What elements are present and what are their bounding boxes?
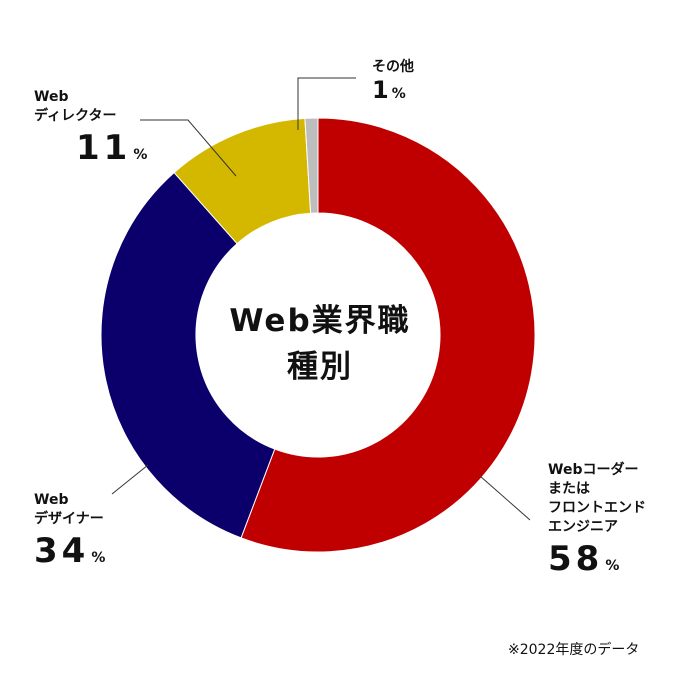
- value-web-coder: 58: [548, 539, 604, 579]
- slice-other: [304, 117, 319, 214]
- unit-web-designer: %: [91, 550, 106, 566]
- unit-web-director: %: [133, 147, 148, 163]
- data-label-other: 1%: [372, 77, 414, 107]
- series-name-other: その他: [372, 59, 414, 75]
- value-other: 1: [372, 76, 390, 104]
- slice-label-other: その他 1%: [372, 58, 414, 107]
- leader-line-web-designer: [111, 464, 149, 495]
- value-web-director: 11: [76, 128, 132, 168]
- unit-web-coder: %: [605, 558, 620, 574]
- slice-label-web-designer: Web デザイナー 34%: [34, 491, 105, 576]
- leader-line-web-coder: [479, 475, 531, 521]
- series-name-web-coder: Webコーダー または フロントエンド エンジニア: [548, 462, 646, 535]
- data-label-web-coder: 58%: [548, 541, 646, 584]
- unit-other: %: [391, 86, 406, 102]
- slice-web-coder: [240, 117, 536, 553]
- slice-label-web-coder: Webコーダー または フロントエンド エンジニア 58%: [548, 461, 646, 584]
- leader-line-web-director: [140, 119, 237, 177]
- data-label-web-director: 11%: [76, 130, 147, 173]
- chart-title: Web業界職種別: [229, 303, 411, 385]
- slice-web-designer: [100, 171, 276, 539]
- slice-label-web-director: Web ディレクター 11%: [34, 88, 147, 173]
- footnote: ※2022年度のデータ: [508, 642, 640, 658]
- series-name-web-designer: Web デザイナー: [34, 492, 104, 527]
- data-label-web-designer: 34%: [34, 533, 105, 576]
- value-web-designer: 34: [34, 531, 90, 571]
- series-name-web-director: Web ディレクター: [34, 89, 117, 124]
- leader-line-other: [297, 77, 356, 130]
